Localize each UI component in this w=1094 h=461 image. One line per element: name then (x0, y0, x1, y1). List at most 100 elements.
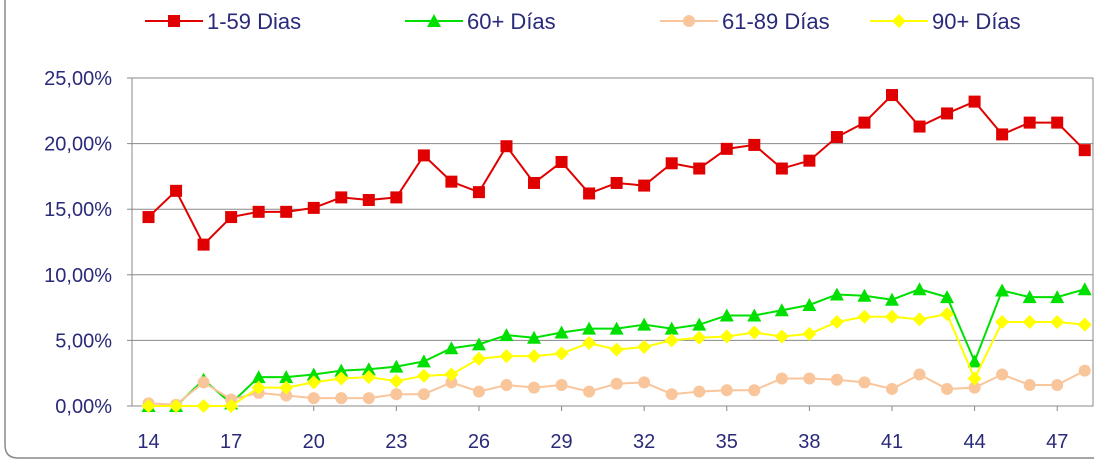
marker (472, 385, 485, 398)
marker (664, 321, 679, 335)
marker (941, 107, 954, 120)
marker (747, 325, 762, 340)
marker (1050, 315, 1065, 330)
marker (335, 392, 348, 405)
marker (307, 392, 320, 405)
marker (638, 376, 651, 389)
marker (390, 388, 403, 401)
marker (1050, 290, 1065, 304)
marker (967, 354, 982, 368)
marker (996, 128, 1009, 141)
marker (168, 15, 180, 27)
marker (1023, 116, 1036, 129)
marker (471, 337, 486, 351)
marker (499, 328, 514, 342)
marker (582, 321, 597, 335)
marker (665, 388, 678, 401)
marker (362, 392, 375, 405)
marker (251, 380, 266, 395)
marker (170, 184, 183, 197)
marker (527, 330, 542, 344)
marker (884, 309, 899, 324)
marker (335, 191, 348, 204)
marker (1022, 315, 1037, 330)
x-tick-label: 17 (220, 431, 242, 453)
marker (803, 372, 816, 385)
marker (693, 385, 706, 398)
marker (555, 155, 568, 168)
marker (803, 154, 816, 167)
marker (427, 14, 441, 27)
marker (1078, 144, 1091, 157)
marker (802, 326, 817, 341)
marker (940, 307, 955, 322)
marker (417, 149, 430, 162)
marker (996, 368, 1009, 381)
marker (528, 381, 541, 394)
marker (527, 349, 542, 364)
marker (500, 379, 513, 392)
marker (610, 176, 623, 189)
marker (858, 116, 871, 129)
marker (858, 376, 871, 389)
marker (471, 351, 486, 366)
marker (829, 315, 844, 330)
marker (774, 329, 789, 344)
marker (885, 382, 898, 395)
legend-label: 90+ Días (932, 9, 1021, 34)
marker (719, 308, 734, 322)
marker (774, 303, 789, 317)
marker (1077, 282, 1092, 296)
marker (683, 15, 695, 27)
marker (892, 14, 906, 28)
x-tick-label: 41 (881, 431, 903, 453)
marker (913, 120, 926, 133)
marker (444, 341, 459, 355)
marker (225, 211, 238, 224)
x-tick-label: 47 (1046, 431, 1068, 453)
marker (500, 140, 513, 153)
marker (913, 368, 926, 381)
marker (389, 374, 404, 389)
marker (416, 368, 431, 383)
marker (747, 308, 762, 322)
marker (692, 330, 707, 345)
marker (693, 162, 706, 175)
marker (610, 377, 623, 390)
marker (555, 379, 568, 392)
marker (554, 346, 569, 361)
marker (389, 359, 404, 373)
marker (1078, 364, 1091, 377)
marker (638, 179, 651, 192)
marker (472, 186, 485, 199)
marker (252, 205, 265, 218)
marker (583, 385, 596, 398)
marker (306, 375, 321, 390)
marker (1077, 317, 1092, 332)
marker (829, 287, 844, 301)
marker (1051, 379, 1064, 392)
marker (582, 336, 597, 351)
marker (665, 157, 678, 170)
y-tick-label: 20,00% (44, 134, 112, 156)
marker (583, 187, 596, 200)
x-tick-label: 20 (303, 431, 325, 453)
marker (720, 142, 733, 155)
marker (995, 315, 1010, 330)
marker (197, 376, 210, 389)
marker (306, 367, 321, 381)
marker (830, 131, 843, 144)
x-tick-label: 38 (798, 431, 820, 453)
marker (554, 325, 569, 339)
legend-label: 60+ Días (467, 9, 556, 34)
marker (968, 381, 981, 394)
marker (940, 290, 955, 304)
marker (609, 342, 624, 357)
marker (279, 380, 294, 395)
marker (142, 211, 155, 224)
marker (609, 321, 624, 335)
marker (884, 292, 899, 306)
marker (528, 176, 541, 189)
marker (390, 191, 403, 204)
